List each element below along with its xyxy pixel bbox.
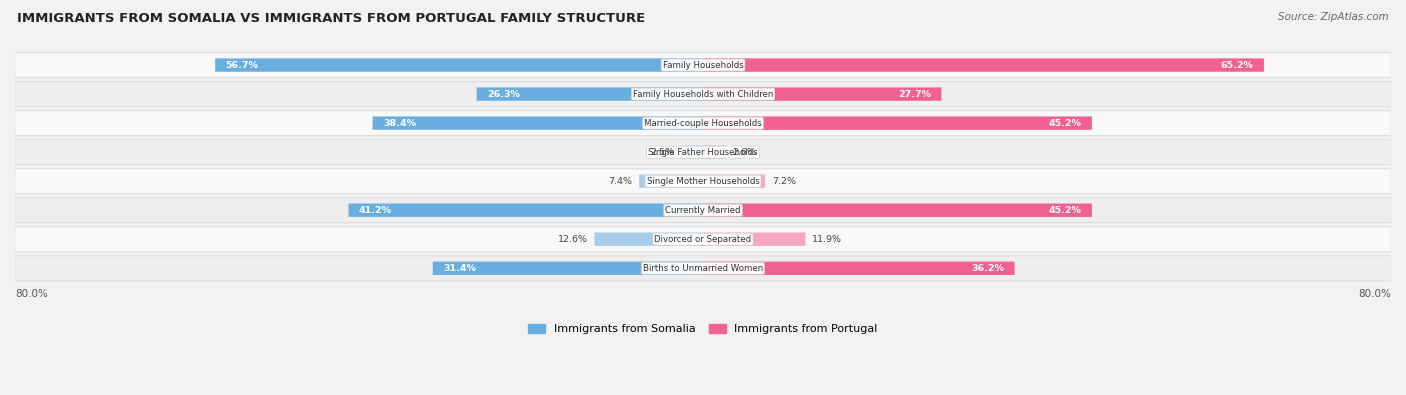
FancyBboxPatch shape	[433, 261, 703, 275]
Text: 80.0%: 80.0%	[1358, 289, 1391, 299]
FancyBboxPatch shape	[640, 175, 703, 188]
Text: Births to Unmarried Women: Births to Unmarried Women	[643, 264, 763, 273]
Text: 36.2%: 36.2%	[972, 264, 1004, 273]
Text: 56.7%: 56.7%	[226, 60, 259, 70]
FancyBboxPatch shape	[349, 203, 703, 217]
FancyBboxPatch shape	[703, 175, 765, 188]
FancyBboxPatch shape	[15, 198, 1391, 223]
FancyBboxPatch shape	[703, 87, 942, 101]
Text: 31.4%: 31.4%	[443, 264, 477, 273]
Text: IMMIGRANTS FROM SOMALIA VS IMMIGRANTS FROM PORTUGAL FAMILY STRUCTURE: IMMIGRANTS FROM SOMALIA VS IMMIGRANTS FR…	[17, 12, 645, 25]
Text: 11.9%: 11.9%	[813, 235, 842, 244]
Text: 41.2%: 41.2%	[359, 206, 392, 215]
FancyBboxPatch shape	[703, 58, 1264, 72]
Text: Family Households: Family Households	[662, 60, 744, 70]
Text: 26.3%: 26.3%	[486, 90, 520, 99]
FancyBboxPatch shape	[15, 227, 1391, 252]
FancyBboxPatch shape	[703, 117, 1092, 130]
Text: 45.2%: 45.2%	[1049, 118, 1081, 128]
Text: Family Households with Children: Family Households with Children	[633, 90, 773, 99]
Text: Single Father Households: Single Father Households	[648, 148, 758, 157]
FancyBboxPatch shape	[15, 256, 1391, 281]
FancyBboxPatch shape	[477, 87, 703, 101]
FancyBboxPatch shape	[15, 169, 1391, 194]
Text: 38.4%: 38.4%	[382, 118, 416, 128]
FancyBboxPatch shape	[595, 233, 703, 246]
FancyBboxPatch shape	[373, 117, 703, 130]
Text: Source: ZipAtlas.com: Source: ZipAtlas.com	[1278, 12, 1389, 22]
FancyBboxPatch shape	[215, 58, 703, 72]
Text: 45.2%: 45.2%	[1049, 206, 1081, 215]
Text: 12.6%: 12.6%	[558, 235, 588, 244]
FancyBboxPatch shape	[703, 233, 806, 246]
Legend: Immigrants from Somalia, Immigrants from Portugal: Immigrants from Somalia, Immigrants from…	[524, 320, 882, 338]
Text: 7.4%: 7.4%	[609, 177, 633, 186]
Text: Single Mother Households: Single Mother Households	[647, 177, 759, 186]
Text: 2.5%: 2.5%	[651, 148, 675, 157]
FancyBboxPatch shape	[15, 53, 1391, 77]
Text: 7.2%: 7.2%	[772, 177, 796, 186]
FancyBboxPatch shape	[15, 111, 1391, 135]
FancyBboxPatch shape	[703, 145, 725, 159]
FancyBboxPatch shape	[15, 82, 1391, 107]
Text: 65.2%: 65.2%	[1220, 60, 1253, 70]
Text: 27.7%: 27.7%	[898, 90, 931, 99]
Text: 80.0%: 80.0%	[15, 289, 48, 299]
Text: Married-couple Households: Married-couple Households	[644, 118, 762, 128]
FancyBboxPatch shape	[15, 140, 1391, 165]
FancyBboxPatch shape	[703, 261, 1015, 275]
FancyBboxPatch shape	[682, 145, 703, 159]
Text: Currently Married: Currently Married	[665, 206, 741, 215]
Text: 2.6%: 2.6%	[733, 148, 756, 157]
FancyBboxPatch shape	[703, 203, 1092, 217]
Text: Divorced or Separated: Divorced or Separated	[654, 235, 752, 244]
